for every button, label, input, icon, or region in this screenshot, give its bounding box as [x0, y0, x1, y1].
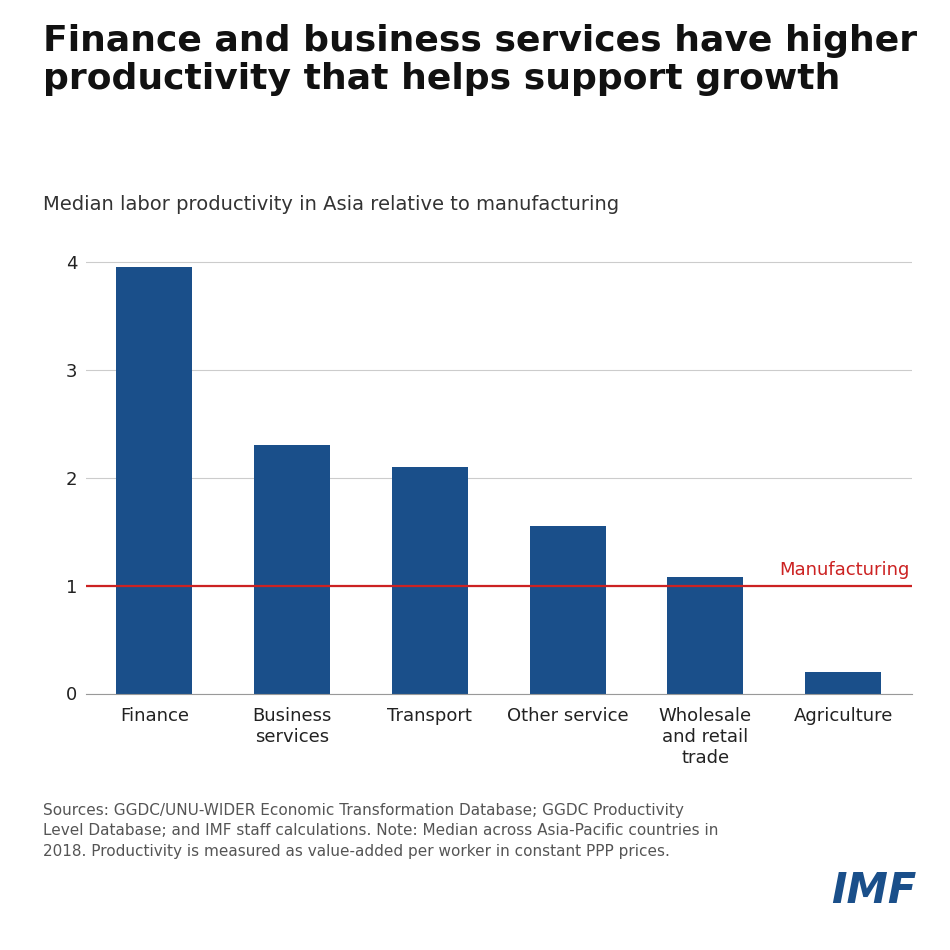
Text: Manufacturing: Manufacturing	[779, 561, 909, 580]
Bar	[668, 577, 743, 694]
Text: IMF: IMF	[831, 870, 917, 912]
Bar	[255, 446, 330, 694]
Bar	[530, 526, 605, 694]
Bar	[117, 267, 192, 694]
Bar	[806, 672, 881, 694]
Bar	[392, 466, 467, 694]
Text: Finance and business services have higher
productivity that helps support growth: Finance and business services have highe…	[43, 24, 917, 96]
Text: Sources: GGDC/UNU-WIDER Economic Transformation Database; GGDC Productivity
Leve: Sources: GGDC/UNU-WIDER Economic Transfo…	[43, 803, 718, 859]
Text: Median labor productivity in Asia relative to manufacturing: Median labor productivity in Asia relati…	[43, 195, 618, 214]
